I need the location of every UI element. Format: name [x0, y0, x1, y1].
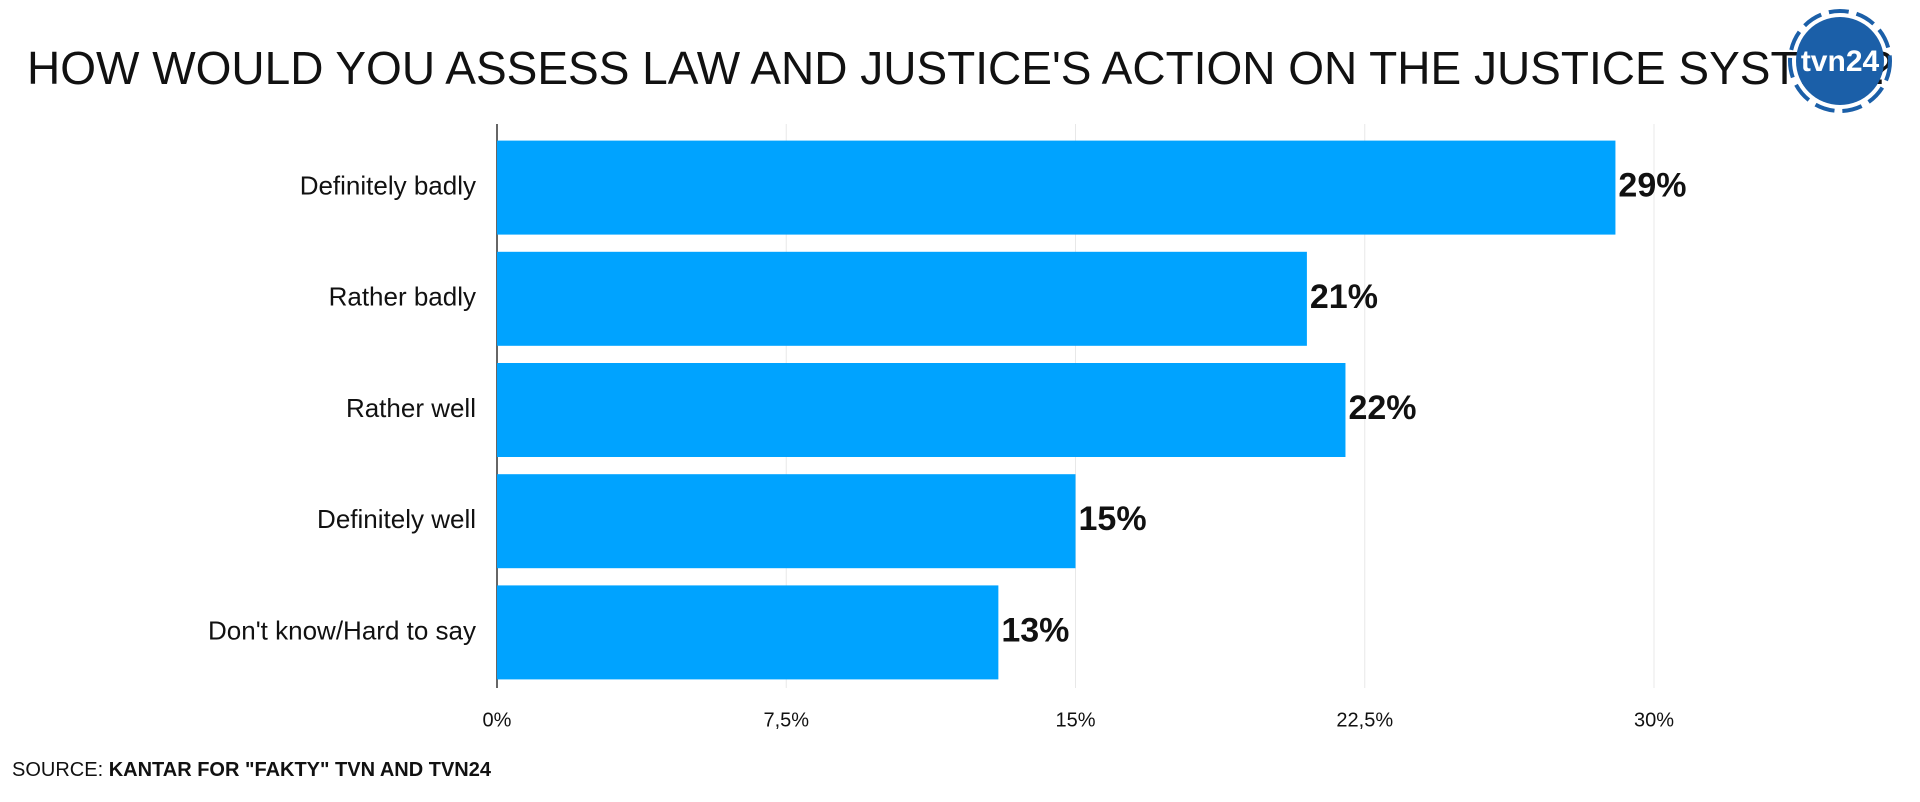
category-label: Don't know/Hard to say — [208, 615, 476, 645]
category-label: Rather badly — [329, 282, 476, 312]
logo-ring — [1788, 9, 1892, 113]
bar — [497, 140, 1616, 235]
x-tick-label: 22,5% — [1336, 709, 1393, 731]
chart-title: HOW WOULD YOU ASSESS LAW AND JUSTICE'S A… — [27, 42, 1893, 94]
source-prefix: SOURCE: — [12, 759, 103, 781]
bar — [497, 251, 1307, 346]
bar — [497, 363, 1346, 457]
x-tick-label: 0% — [483, 709, 512, 731]
category-label: Definitely well — [317, 504, 476, 534]
source-name: KANTAR FOR "FAKTY" TVN AND TVN24 — [109, 759, 492, 781]
logo-circle — [1796, 17, 1884, 105]
bar — [497, 585, 999, 680]
value-label: 22% — [1348, 389, 1416, 427]
x-tick-label: 7,5% — [763, 709, 809, 731]
logo-text: tvn24 — [1801, 45, 1880, 78]
x-tick-label: 15% — [1055, 709, 1095, 731]
value-label: 21% — [1310, 278, 1378, 316]
source: SOURCE: KANTAR FOR "FAKTY" TVN AND TVN24 — [12, 759, 492, 781]
value-label: 13% — [1001, 611, 1069, 649]
bar — [497, 474, 1076, 569]
value-label: 29% — [1618, 167, 1686, 205]
category-label: Definitely badly — [300, 170, 476, 200]
logo: tvn24 — [1788, 9, 1892, 113]
value-label: 15% — [1079, 500, 1147, 538]
category-label: Rather well — [346, 393, 476, 423]
x-tick-label: 30% — [1634, 709, 1674, 731]
